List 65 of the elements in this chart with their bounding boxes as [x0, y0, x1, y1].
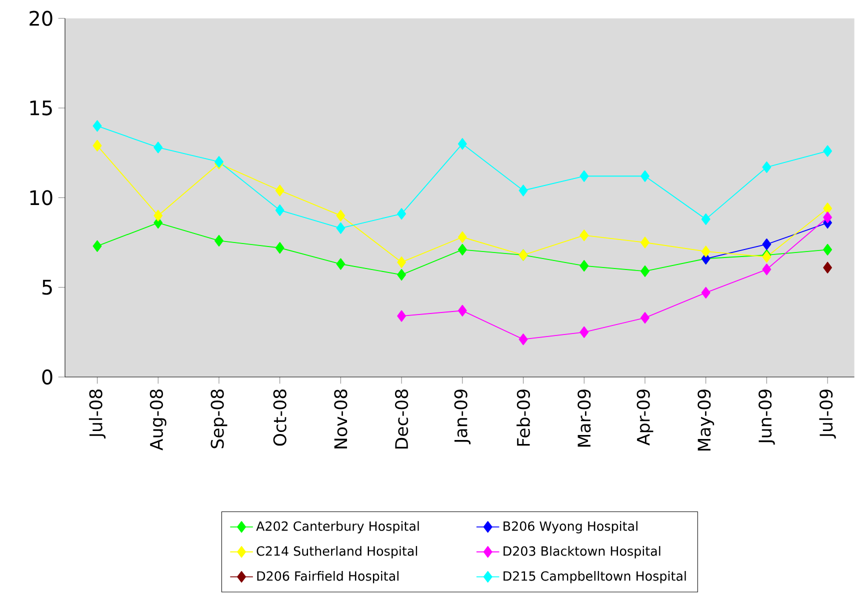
point [397, 268, 406, 281]
point [275, 184, 284, 196]
point [580, 260, 589, 272]
point [823, 145, 832, 157]
point [823, 244, 832, 256]
point [640, 265, 650, 277]
x-tick-label: Sep-08 [210, 390, 228, 448]
legend-label: D206 Fairfield Hospital [257, 571, 398, 584]
point [762, 264, 772, 276]
point [518, 184, 528, 196]
x-tick-label: Jul-08 [88, 390, 106, 438]
point [336, 258, 346, 270]
legend-label: A202 Canterbury Hospital [256, 521, 419, 534]
x-tick-label: Mar-09 [578, 390, 591, 447]
point [154, 210, 163, 222]
point [275, 204, 284, 216]
legend-label: C214 Sutherland Hospital [256, 546, 418, 558]
point [701, 286, 710, 299]
y-tick-label: 15 [30, 100, 52, 116]
x-tick-label: Jun-09 [758, 390, 775, 445]
point [580, 170, 589, 182]
point [397, 310, 406, 322]
point [640, 312, 650, 324]
legend-label: D203 Blacktown Hospital [504, 546, 660, 558]
point [214, 234, 224, 247]
x-tick-label: Dec-08 [395, 390, 408, 449]
point [336, 222, 346, 234]
point [640, 236, 650, 248]
point [580, 326, 589, 338]
point [458, 244, 467, 256]
point [701, 213, 710, 225]
legend-label: D215 Campbelltown Hospital [504, 571, 686, 584]
point [458, 138, 467, 150]
point [397, 208, 406, 220]
point [518, 334, 528, 346]
x-tick-label: Jan-09 [454, 390, 471, 444]
x-tick-label: Nov-08 [334, 390, 348, 448]
point [92, 120, 102, 132]
point [823, 212, 832, 224]
point [92, 140, 102, 152]
point [397, 256, 406, 268]
point [701, 246, 710, 258]
x-tick-label: Feb-09 [516, 390, 530, 446]
point [823, 202, 832, 214]
x-tick-label: Jul-09 [819, 390, 836, 438]
point [823, 262, 832, 274]
point [580, 230, 589, 242]
point [275, 242, 284, 254]
point [458, 304, 467, 316]
point [458, 231, 467, 243]
point [762, 161, 772, 173]
point [92, 240, 102, 252]
y-tick-label: 0 [42, 369, 52, 385]
point [640, 170, 650, 182]
y-tick-label: 5 [42, 280, 52, 295]
x-tick-label: Apr-09 [636, 390, 654, 446]
y-tick-label: 20 [30, 10, 52, 26]
point [336, 210, 346, 222]
x-tick-label: Aug-08 [150, 390, 166, 450]
x-tick-label: May-09 [698, 390, 714, 451]
y-tick-label: 10 [30, 190, 52, 206]
x-tick-label: Oct-08 [273, 390, 286, 446]
point [154, 142, 163, 154]
point [762, 238, 772, 250]
legend-label: B206 Wyong Hospital [504, 521, 638, 534]
